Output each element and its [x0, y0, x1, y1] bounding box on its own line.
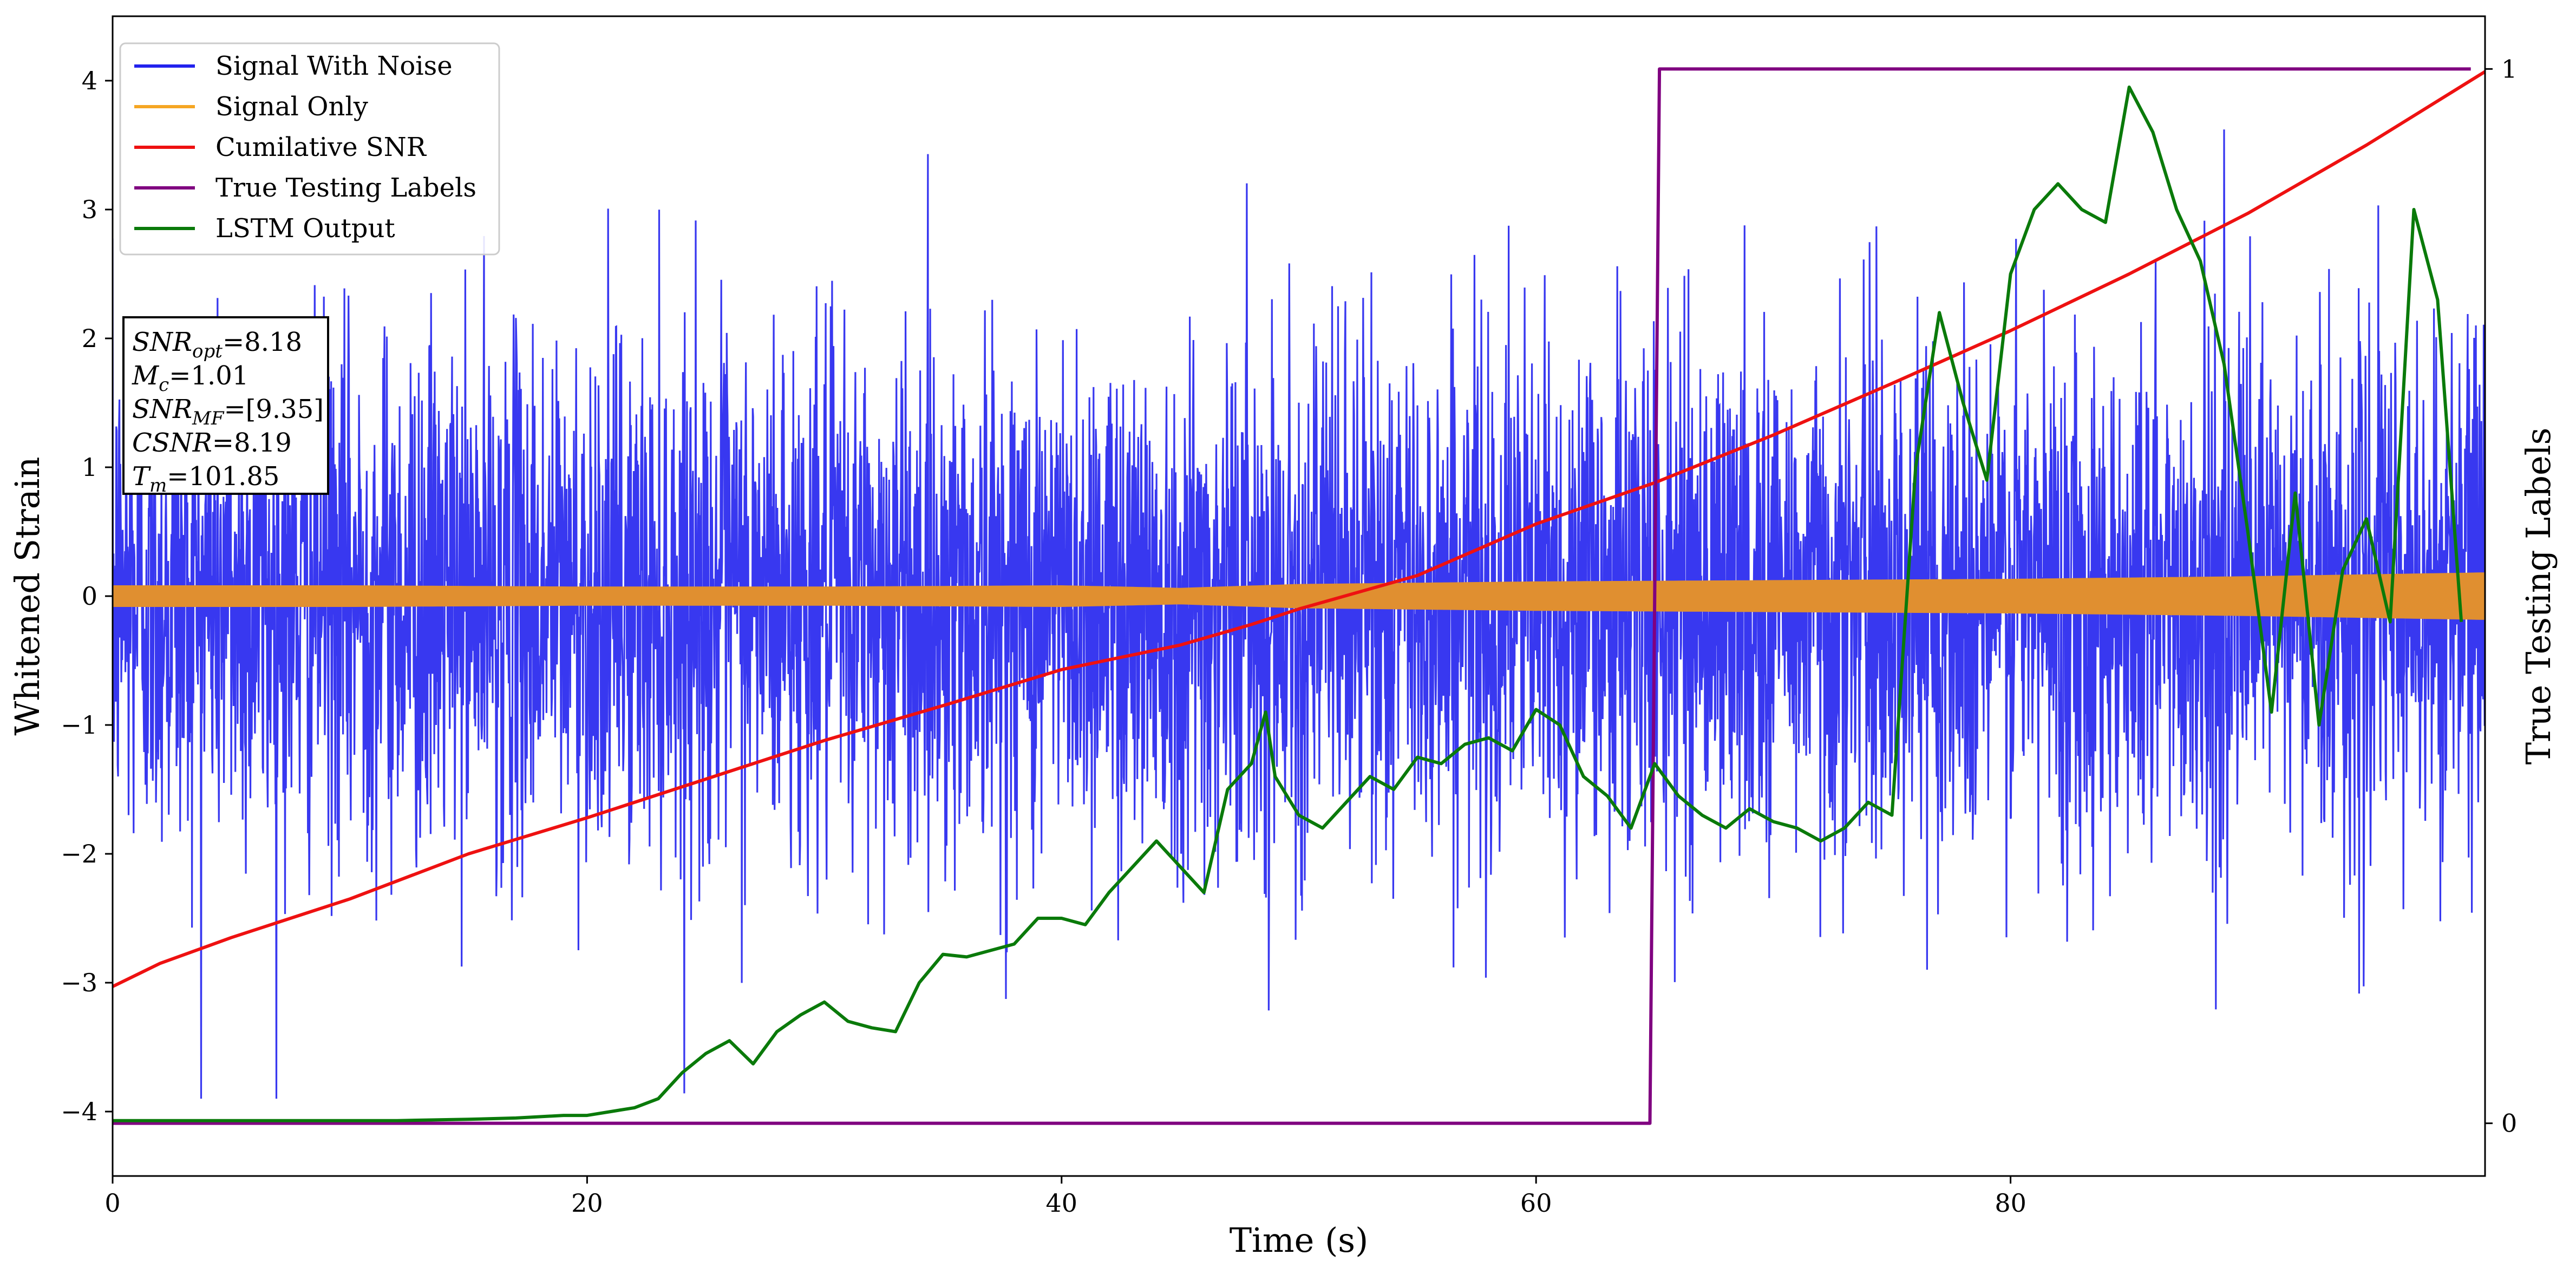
plot-area	[113, 67, 2485, 1125]
x-tick-label: 80	[1995, 1188, 2026, 1218]
legend-label: Cumilative SNR	[215, 132, 427, 162]
info-mc: Mc=1.01	[132, 361, 249, 396]
legend-label: LSTM Output	[215, 213, 395, 244]
x-tick-label: 0	[104, 1188, 120, 1218]
x-tick-label: 20	[571, 1188, 603, 1218]
y-axis-left: −4 −3 −2 −1 0 1 2 3 4	[61, 66, 113, 1126]
y-tick-label: 1	[82, 453, 97, 482]
signal-only-band	[113, 572, 2485, 620]
y-axis-right: 01	[2485, 54, 2517, 1138]
series-true-testing-labels	[113, 67, 2471, 1125]
y2-axis-title: True Testing Labels	[2519, 428, 2558, 765]
y-tick-label: 4	[82, 66, 97, 95]
legend-label: Signal With Noise	[215, 51, 453, 81]
series-signal-only	[113, 572, 2485, 620]
legend-label: True Testing Labels	[215, 173, 476, 203]
legend-box	[119, 42, 500, 256]
series-cumilative-snr	[113, 70, 2485, 988]
x-tick-label: 60	[1520, 1188, 1552, 1218]
info-snr-mf: SNRMF=[9.35]	[132, 394, 324, 429]
y-tick-label: −4	[61, 1097, 97, 1126]
y-tick-label: −1	[61, 710, 97, 740]
legend: Signal With Noise Signal Only Cumilative S…	[119, 42, 500, 256]
y2-tick-label: 1	[2501, 54, 2517, 83]
y-tick-label: −3	[61, 968, 97, 997]
signal-with-noise-line	[113, 129, 2485, 1099]
info-box: SNRopt=8.18 Mc=1.01 SNRMF=[9.35] CSNR=8.…	[122, 316, 329, 496]
y-tick-label: −2	[61, 839, 97, 868]
x-tick-label: 40	[1046, 1188, 1078, 1218]
lstm-output-line	[113, 85, 2463, 1122]
y-axis-title: Whitened Strain	[8, 457, 47, 736]
y-tick-label: 3	[82, 195, 97, 224]
info-csnr: CSNR=8.19	[132, 428, 292, 458]
x-axis-title: Time (s)	[1230, 1220, 1369, 1260]
y-tick-label: 0	[82, 582, 97, 611]
info-box-frame	[122, 316, 329, 495]
y2-tick-label: 0	[2501, 1109, 2517, 1138]
series-lstm-output	[113, 85, 2463, 1122]
series-signal-with-noise	[113, 129, 2485, 1099]
cumilative-snr-line	[113, 70, 2485, 988]
y-tick-label: 2	[82, 324, 97, 353]
true-testing-labels-line	[113, 67, 2471, 1125]
x-axis: 0 20 40 60 80	[104, 1176, 2026, 1218]
info-tm: Tm=101.85	[132, 461, 279, 496]
legend-label: Signal Only	[215, 92, 368, 122]
info-snr-opt: SNRopt=8.18	[132, 327, 302, 362]
